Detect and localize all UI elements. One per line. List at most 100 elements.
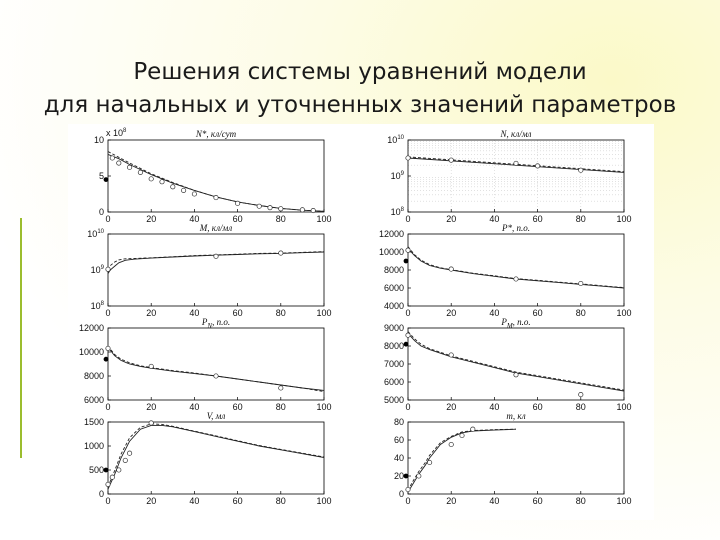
- y-tick-label: 9000: [384, 323, 404, 333]
- y-tick-label: 8000: [384, 341, 404, 351]
- plot-title: P*, п.о.: [501, 223, 530, 233]
- x-tick-label: 60: [533, 402, 543, 412]
- data-point: [578, 167, 584, 173]
- y-tick-label: 6000: [84, 395, 104, 405]
- data-point: [513, 160, 519, 166]
- y-tick-label: 10000: [379, 247, 404, 257]
- data-point: [448, 266, 454, 272]
- data-point: [416, 473, 422, 479]
- x-tick-label: 60: [533, 496, 543, 506]
- initial-value-point: [103, 177, 109, 182]
- data-point: [405, 332, 411, 338]
- x-tick-label: 0: [105, 496, 110, 506]
- data-point: [578, 280, 584, 287]
- series-line-dashed: [407, 428, 517, 491]
- data-point: [278, 250, 284, 256]
- data-point: [159, 179, 165, 185]
- y-tick-label: 60: [394, 435, 404, 445]
- y-tick-label: 6000: [384, 283, 404, 293]
- data-point: [148, 176, 154, 182]
- plot-title: N*, кл/сут: [195, 129, 237, 139]
- x-tick-label: 40: [189, 402, 199, 412]
- data-point: [448, 441, 454, 448]
- data-point: [310, 208, 316, 214]
- series-line-dashed: [407, 156, 625, 173]
- x-tick-label: 20: [146, 496, 156, 506]
- y-tick-label: 0: [99, 489, 104, 499]
- x-tick-label: 0: [105, 214, 110, 224]
- y-tick-label: 0: [99, 207, 104, 217]
- series-line-dashed: [107, 251, 325, 271]
- x-tick-label: 100: [316, 214, 331, 224]
- data-point: [148, 363, 154, 369]
- data-point: [513, 372, 519, 378]
- data-point: [256, 203, 262, 209]
- x-tick-label: 20: [446, 308, 456, 318]
- x-tick-label: 80: [576, 402, 586, 412]
- data-point: [427, 459, 433, 466]
- x-tick-label: 100: [616, 496, 631, 506]
- data-point: [116, 467, 122, 473]
- x-tick-label: 60: [533, 214, 543, 224]
- y-tick-label: 12000: [379, 229, 404, 239]
- x-tick-label: 80: [276, 496, 286, 506]
- data-point: [122, 457, 128, 463]
- y-tick-label: 1500: [84, 417, 104, 427]
- y-tick-label: 1010: [87, 229, 104, 239]
- x-tick-label: 20: [446, 402, 456, 412]
- x-tick-label: 100: [616, 308, 631, 318]
- x-tick-label: 40: [489, 308, 499, 318]
- initial-value-point: [403, 258, 409, 264]
- y-tick-label: 4000: [384, 301, 404, 311]
- y-tick-label: 8000: [84, 371, 104, 381]
- series-line-solid: [107, 424, 325, 490]
- title-line-2: для начальных и уточненных значений пара…: [43, 92, 677, 118]
- x-tick-label: 80: [276, 214, 286, 224]
- initial-value-point: [403, 341, 409, 347]
- initial-value-point: [103, 356, 109, 362]
- data-point: [278, 385, 284, 391]
- x-tick-label: 100: [316, 308, 331, 318]
- x-tick-label: 60: [233, 496, 243, 506]
- x-tick-label: 80: [276, 308, 286, 318]
- y-tick-label: 8000: [384, 265, 404, 275]
- y-tick-label: 20: [394, 471, 404, 481]
- data-point: [448, 157, 454, 163]
- x-tick-label: 100: [316, 402, 331, 412]
- y-multiplier: x 108: [106, 128, 127, 138]
- data-point: [267, 205, 273, 211]
- x-tick-label: 20: [146, 308, 156, 318]
- series-line-solid: [107, 346, 325, 391]
- y-tick-label: 40: [394, 453, 404, 463]
- data-point: [535, 163, 541, 169]
- series-line-solid: [107, 153, 325, 212]
- data-point: [127, 450, 133, 456]
- series-line-dashed: [107, 151, 325, 212]
- plot-M: 0 20 40 60 80 100 108 109 1010 M, кл/мл: [87, 223, 331, 318]
- data-point: [105, 266, 111, 272]
- data-point: [405, 155, 411, 161]
- x-tick-label: 40: [189, 214, 199, 224]
- axes-box: [107, 233, 325, 307]
- x-tick-label: 60: [233, 402, 243, 412]
- x-tick-label: 20: [146, 402, 156, 412]
- data-point: [513, 276, 519, 282]
- data-point: [109, 474, 115, 480]
- data-point: [470, 426, 476, 432]
- data-point: [235, 200, 241, 206]
- data-point: [148, 420, 154, 426]
- x-tick-label: 40: [189, 308, 199, 318]
- data-point: [137, 169, 143, 175]
- series-line-dashed: [107, 345, 325, 393]
- y-tick-label: 500: [89, 465, 104, 475]
- axes-box: [407, 233, 625, 307]
- plot-title: M, кл/мл: [199, 223, 233, 233]
- x-tick-label: 0: [105, 402, 110, 412]
- x-tick-label: 100: [316, 496, 331, 506]
- data-point: [459, 432, 465, 439]
- initial-value-point: [103, 467, 109, 473]
- data-point: [213, 195, 219, 201]
- data-point: [105, 481, 111, 487]
